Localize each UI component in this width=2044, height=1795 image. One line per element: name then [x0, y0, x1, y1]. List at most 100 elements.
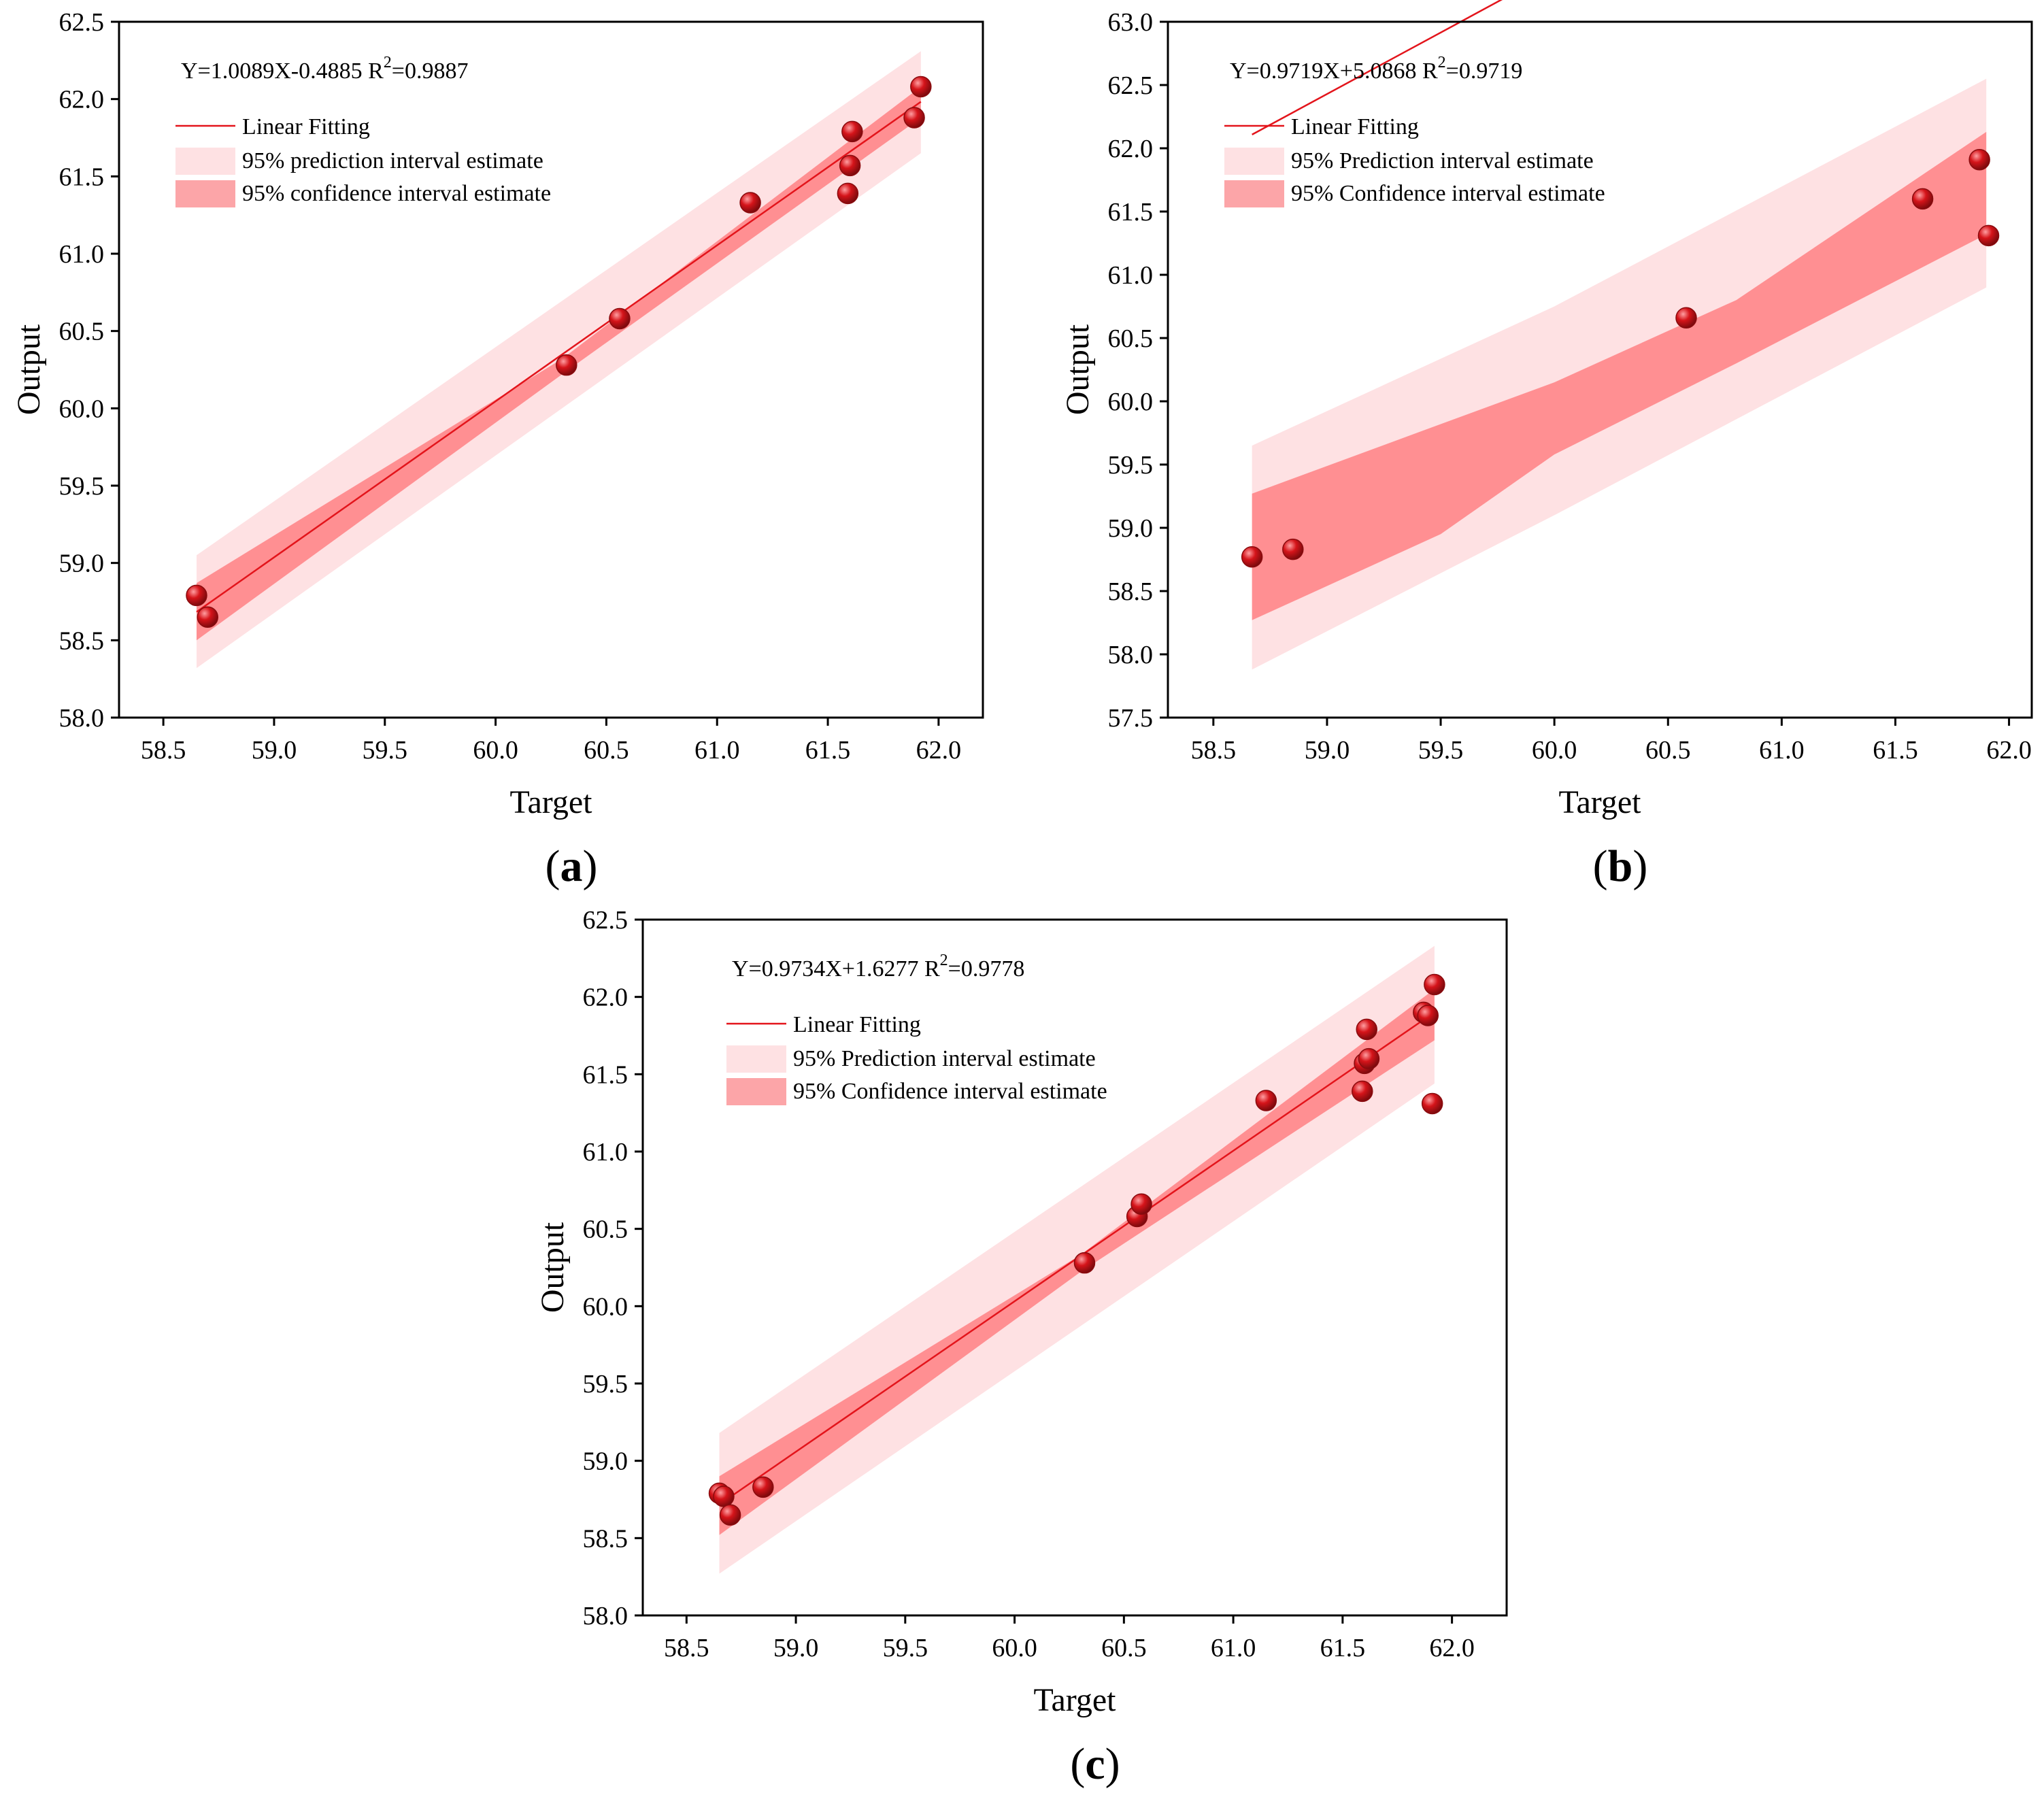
y-axis-title: Output: [1060, 324, 1096, 415]
equation-r2: =0.9887: [392, 58, 469, 84]
equation-r2: =0.9778: [948, 956, 1025, 982]
y-tick-label: 62.0: [1108, 135, 1154, 163]
legend-prediction-label: 95% Prediction interval estimate: [793, 1046, 1096, 1071]
confidence-band: [1252, 131, 1987, 620]
x-axis-title: Target: [509, 784, 592, 820]
y-tick-label: 58.5: [583, 1524, 629, 1553]
equation-superscript: 2: [384, 54, 392, 71]
legend-confidence-swatch: [726, 1078, 786, 1105]
y-tick-label: 62.5: [583, 906, 629, 935]
y-tick-label: 59.0: [1108, 514, 1154, 543]
equation-superscript: 2: [1438, 54, 1446, 71]
y-tick-label: 60.5: [1108, 324, 1154, 353]
data-point: [837, 182, 859, 205]
x-axis-title: Target: [1033, 1682, 1116, 1718]
panel-label-letter: b: [1608, 841, 1633, 891]
regression-equation: Y=0.9719X+5.0868 R2=0.9719: [1230, 54, 1522, 84]
x-tick-label: 58.5: [1191, 736, 1237, 765]
equation-r2: =0.9719: [1446, 58, 1523, 84]
y-tick-label: 61.5: [59, 163, 105, 191]
legend-confidence-label: 95% confidence interval estimate: [242, 181, 551, 206]
x-tick-label: 61.0: [1759, 736, 1805, 765]
data-point: [1352, 1080, 1373, 1103]
x-tick-label: 60.0: [992, 1634, 1037, 1662]
x-tick-label: 60.5: [1101, 1634, 1147, 1662]
data-point: [1424, 973, 1445, 996]
y-tick-label: 57.5: [1108, 704, 1154, 733]
y-tick-label: 58.0: [59, 704, 105, 733]
legend-fit-label: Linear Fitting: [1291, 114, 1419, 139]
y-tick-label: 59.5: [583, 1370, 629, 1398]
y-tick-label: 60.0: [59, 395, 105, 423]
panel-label-open: (: [1070, 1739, 1085, 1789]
x-tick-label: 60.5: [1645, 736, 1691, 765]
chart-panel-b: 58.5 59.0 59.5 60.0 60.5 61.0 61.5 62.0 57.5 58.0…: [1060, 0, 2033, 891]
fit-line: [196, 101, 922, 613]
y-tick-label: 61.0: [59, 240, 105, 269]
regression-equation: Y=0.9734X+1.6277 R2=0.9778: [732, 952, 1024, 982]
x-tick-label: 59.5: [363, 736, 408, 765]
panel-label: (c): [1070, 1739, 1120, 1789]
legend: Linear Fitting 95% Prediction interval es…: [1224, 114, 1605, 207]
x-tick-label: 60.0: [1532, 736, 1577, 765]
x-tick-label: 58.5: [664, 1634, 709, 1662]
fit-line: [1252, 0, 1503, 135]
data-point: [1356, 1018, 1377, 1041]
y-tick-label: 60.0: [1108, 388, 1154, 416]
legend-confidence-swatch: [1224, 180, 1284, 207]
data-point: [1241, 546, 1263, 568]
data-point: [1417, 1005, 1439, 1026]
legend-confidence-label: 95% Confidence interval estimate: [1291, 181, 1605, 206]
legend-prediction-label: 95% prediction interval estimate: [242, 148, 543, 173]
data-point: [1358, 1047, 1380, 1070]
panel-label-letter: a: [560, 841, 583, 891]
data-point: [839, 154, 861, 177]
plot-frame: [118, 20, 984, 719]
legend-prediction-swatch: [726, 1045, 786, 1073]
y-tick-label: 60.5: [59, 318, 105, 346]
legend-prediction-label: 95% Prediction interval estimate: [1291, 148, 1594, 173]
panel-label-close: ): [1632, 841, 1647, 891]
data-point: [609, 307, 631, 330]
data-point: [556, 354, 577, 376]
y-tick-label: 59.5: [1108, 451, 1154, 480]
equation-main: Y=0.9719X+5.0868 R: [1230, 58, 1438, 84]
x-tick-label: 61.0: [694, 736, 740, 765]
equation-main: Y=1.0089X-0.4885 R: [181, 58, 384, 84]
y-tick-label: 61.0: [1108, 261, 1154, 290]
y-tick-label: 60.0: [583, 1292, 629, 1321]
y-tick-label: 59.0: [59, 550, 105, 578]
x-tick-label: 61.5: [805, 736, 851, 765]
x-tick-label: 60.0: [473, 736, 518, 765]
y-tick-label: 58.0: [583, 1602, 629, 1630]
data-point: [719, 1504, 741, 1526]
x-tick-label: 59.0: [1305, 736, 1350, 765]
x-tick-label: 61.5: [1320, 1634, 1366, 1662]
legend-fit-label: Linear Fitting: [793, 1012, 921, 1037]
y-tick-label: 62.0: [583, 984, 629, 1012]
x-tick-label: 62.0: [1429, 1634, 1475, 1662]
panel-label: (a): [546, 841, 598, 891]
y-tick-label: 61.0: [583, 1138, 629, 1167]
x-tick-label: 59.5: [883, 1634, 928, 1662]
chart-panel-a: 58.5 59.0 59.5 60.0 60.5 61.0 61.5 62.0 58.0 58.5…: [11, 8, 984, 891]
data-point: [903, 107, 925, 129]
panel-label-open: (: [546, 841, 560, 891]
y-axis-title: Output: [11, 324, 47, 415]
legend-confidence-swatch: [175, 180, 235, 207]
data-point: [1282, 538, 1304, 560]
data-point: [186, 584, 207, 607]
x-tick-label: 59.0: [252, 736, 297, 765]
data-point: [739, 192, 761, 214]
x-tick-label: 59.0: [773, 1634, 819, 1662]
regression-equation: Y=1.0089X-0.4885 R2=0.9887: [181, 54, 468, 84]
legend-prediction-swatch: [1224, 148, 1284, 175]
panel-label-open: (: [1593, 841, 1608, 891]
equation-superscript: 2: [940, 952, 948, 969]
data-point: [713, 1486, 735, 1507]
data-point: [1675, 307, 1697, 329]
x-tick-label: 60.5: [584, 736, 629, 765]
data-point: [197, 606, 219, 628]
x-tick-label: 58.5: [141, 736, 186, 765]
x-tick-label: 62.0: [1986, 736, 2032, 765]
